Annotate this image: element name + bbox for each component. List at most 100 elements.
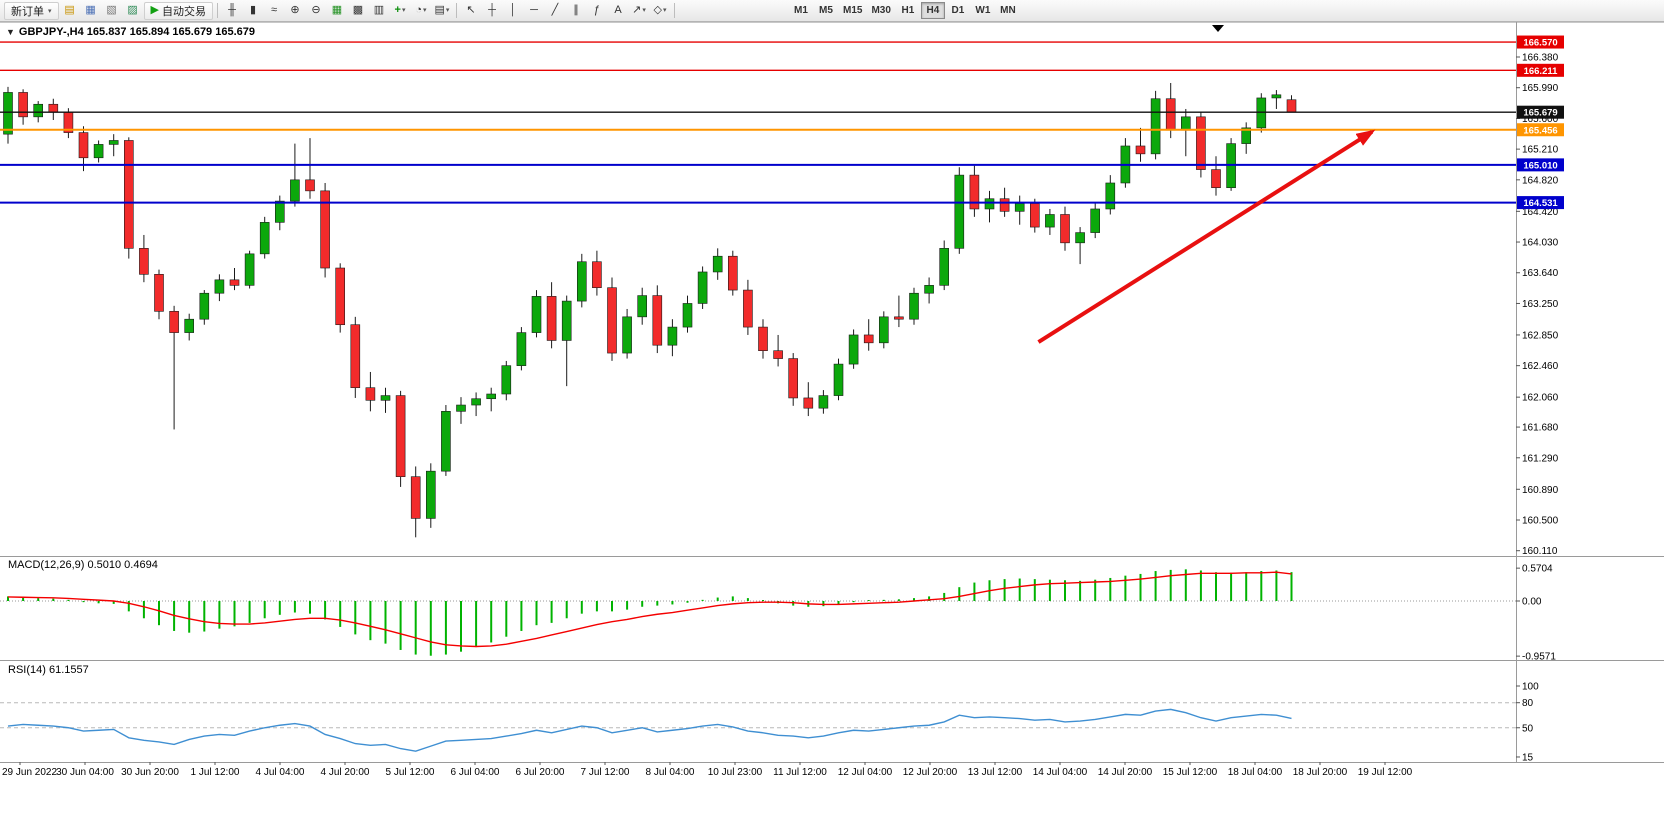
templates-icon: ▤ bbox=[434, 4, 445, 16]
chart-shift-marker[interactable] bbox=[1212, 25, 1224, 32]
trendline-icon[interactable]: ╱ bbox=[545, 2, 565, 20]
zoom-in-icon[interactable]: ⊕ bbox=[285, 2, 305, 20]
periods-icon: ◔ bbox=[415, 4, 423, 16]
data-window-icon[interactable]: ▦ bbox=[81, 2, 101, 20]
svg-text:30 Jun 04:00: 30 Jun 04:00 bbox=[56, 767, 114, 778]
hline-blue-lower[interactable]: 164.531 bbox=[0, 196, 1564, 210]
crosshair-icon[interactable]: ┼ bbox=[482, 2, 502, 20]
shapes-icon[interactable]: ◇ ▾ bbox=[650, 2, 670, 20]
macd-panel: 0.5704 0.00 -0.9571 bbox=[0, 564, 1556, 663]
templates-icon[interactable]: ▤ ▾ bbox=[432, 2, 452, 20]
bar-chart-icon: ╫ bbox=[228, 4, 236, 16]
bar-chart-icon[interactable]: ╫ bbox=[222, 2, 242, 20]
periods-icon[interactable]: ◔ ▾ bbox=[411, 2, 431, 20]
arrow-objects-icon[interactable]: ↗ ▾ bbox=[629, 2, 649, 20]
arrow-objects-icon: ↗ bbox=[632, 4, 642, 16]
svg-text:4 Jul 20:00: 4 Jul 20:00 bbox=[321, 767, 370, 778]
timeframe-w1[interactable]: W1 bbox=[975, 5, 991, 16]
line-chart-icon[interactable]: ≈ bbox=[264, 2, 284, 20]
tile-windows-icon: ▦ bbox=[331, 4, 343, 16]
timeframe-m30[interactable]: M30 bbox=[871, 5, 891, 16]
fibonacci-icon: ƒ bbox=[593, 4, 601, 16]
svg-text:5 Jul 12:00: 5 Jul 12:00 bbox=[386, 767, 435, 778]
svg-text:6 Jul 20:00: 6 Jul 20:00 bbox=[516, 767, 565, 778]
svg-text:80: 80 bbox=[1522, 698, 1534, 709]
svg-text:0.5704: 0.5704 bbox=[1522, 564, 1553, 575]
trend-arrow[interactable] bbox=[1037, 129, 1376, 344]
hline-resistance-upper[interactable]: 166.570 bbox=[0, 35, 1564, 49]
svg-text:13 Jul 12:00: 13 Jul 12:00 bbox=[968, 767, 1023, 778]
toolbar-separator bbox=[216, 3, 218, 18]
svg-text:4 Jul 04:00: 4 Jul 04:00 bbox=[256, 767, 305, 778]
svg-text:30 Jun 20:00: 30 Jun 20:00 bbox=[121, 767, 179, 778]
chart-region: 166.380 165.990 165.600 165.210 164.820 164.4… bbox=[0, 22, 1664, 832]
indicators-icon[interactable]: + ▾ bbox=[390, 2, 410, 20]
horizontal-line-icon[interactable]: ─ bbox=[524, 2, 544, 20]
svg-text:166.380: 166.380 bbox=[1522, 53, 1559, 64]
navigator-icon[interactable]: ▧ bbox=[102, 2, 122, 20]
svg-text:29 Jun 2022: 29 Jun 2022 bbox=[2, 767, 57, 778]
terminal-icon[interactable]: ▨ bbox=[123, 2, 143, 20]
svg-text:160.500: 160.500 bbox=[1522, 515, 1559, 526]
candlestick-chart-icon: ▮ bbox=[249, 4, 257, 16]
text-tool-icon: A bbox=[614, 4, 622, 16]
svg-text:160.890: 160.890 bbox=[1522, 485, 1559, 496]
channel-icon[interactable]: ∥ bbox=[566, 2, 586, 20]
text-tool-icon[interactable]: A bbox=[608, 2, 628, 20]
svg-text:165.679: 165.679 bbox=[1523, 108, 1557, 119]
timeframe-h4[interactable]: H4 bbox=[920, 2, 945, 19]
auto-trading-button[interactable]: ▶ 自动交易 bbox=[143, 1, 213, 20]
timeframe-m15[interactable]: M15 bbox=[842, 5, 863, 16]
arrange-windows-icon[interactable]: ▥ bbox=[369, 2, 389, 20]
timeframe-m1[interactable]: M1 bbox=[794, 5, 808, 16]
cascade-windows-icon[interactable]: ▩ bbox=[348, 2, 368, 20]
svg-text:164.820: 164.820 bbox=[1522, 175, 1559, 186]
timeframe-d1[interactable]: D1 bbox=[951, 5, 965, 16]
crosshair-icon: ┼ bbox=[488, 4, 496, 16]
svg-text:165.456: 165.456 bbox=[1523, 125, 1557, 136]
current-price-line[interactable]: 165.679 bbox=[0, 105, 1564, 119]
candlestick-chart-icon[interactable]: ▮ bbox=[243, 2, 263, 20]
vertical-line-icon[interactable]: │ bbox=[503, 2, 523, 20]
svg-text:161.680: 161.680 bbox=[1522, 423, 1559, 434]
chart-canvas[interactable]: 166.380 165.990 165.600 165.210 164.820 164.4… bbox=[0, 22, 1664, 832]
svg-text:162.850: 162.850 bbox=[1522, 330, 1559, 341]
cursor-icon: ↖ bbox=[466, 4, 476, 16]
cursor-icon[interactable]: ↖ bbox=[461, 2, 481, 20]
zoom-out-icon: ⊖ bbox=[311, 4, 321, 16]
vertical-line-icon: │ bbox=[509, 4, 517, 16]
line-chart-icon: ≈ bbox=[270, 4, 277, 16]
toolbar: 新订单 ▾ ▤ ▦ ▧ ▨ ▶ 自动交易 ╫ ▮ ≈ ⊕ ⊖ ▦ ▩ ▥ + ▾ ◔ ▾ ▤ ▾ ↖ ┼ │ ─ ╱ ∥ ƒ A ↗ ▾ ◇ ▾ M… bbox=[0, 0, 1664, 22]
svg-text:0.00: 0.00 bbox=[1522, 597, 1542, 608]
svg-text:164.420: 164.420 bbox=[1522, 207, 1559, 218]
tile-windows-icon[interactable]: ▦ bbox=[327, 2, 347, 20]
svg-text:14 Jul 04:00: 14 Jul 04:00 bbox=[1033, 767, 1088, 778]
svg-text:161.290: 161.290 bbox=[1522, 453, 1559, 464]
svg-text:165.990: 165.990 bbox=[1522, 83, 1559, 94]
svg-text:8 Jul 04:00: 8 Jul 04:00 bbox=[646, 767, 695, 778]
fibonacci-icon[interactable]: ƒ bbox=[587, 2, 607, 20]
svg-text:6 Jul 04:00: 6 Jul 04:00 bbox=[451, 767, 500, 778]
hline-blue-upper[interactable]: 165.010 bbox=[0, 158, 1564, 172]
zoom-out-icon[interactable]: ⊖ bbox=[306, 2, 326, 20]
svg-text:50: 50 bbox=[1522, 723, 1534, 734]
new-order-button[interactable]: 新订单 ▾ bbox=[4, 1, 59, 20]
hline-resistance-lower[interactable]: 166.211 bbox=[0, 63, 1564, 77]
hline-orange[interactable]: 165.456 bbox=[0, 123, 1564, 137]
auto-trading-button-label: 自动交易 bbox=[161, 5, 206, 18]
indicators-icon-caret: ▾ bbox=[401, 7, 406, 14]
timeframe-h1[interactable]: H1 bbox=[901, 5, 915, 16]
shapes-icon: ◇ bbox=[653, 4, 662, 16]
timeframe-m5[interactable]: M5 bbox=[819, 5, 833, 16]
navigator-icon: ▧ bbox=[106, 4, 117, 16]
svg-text:165.010: 165.010 bbox=[1523, 160, 1557, 171]
svg-text:12 Jul 20:00: 12 Jul 20:00 bbox=[903, 767, 958, 778]
svg-text:162.060: 162.060 bbox=[1522, 393, 1559, 404]
svg-text:165.210: 165.210 bbox=[1522, 145, 1559, 156]
svg-text:15: 15 bbox=[1522, 752, 1534, 763]
market-watch-icon[interactable]: ▤ bbox=[60, 2, 80, 20]
svg-text:19 Jul 12:00: 19 Jul 12:00 bbox=[1358, 767, 1413, 778]
terminal-icon: ▨ bbox=[127, 4, 138, 16]
toolbar-separator bbox=[673, 3, 675, 18]
timeframe-mn[interactable]: MN bbox=[1000, 5, 1016, 16]
